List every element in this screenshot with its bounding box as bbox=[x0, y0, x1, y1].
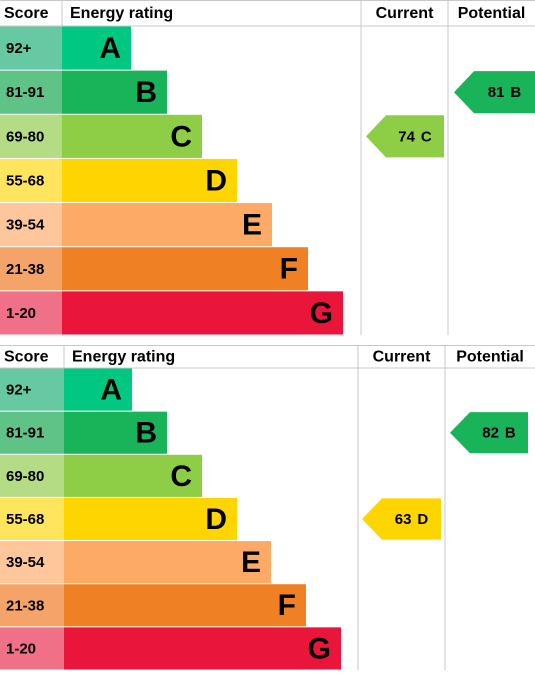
score-cell bbox=[0, 627, 64, 670]
potential-letter: B bbox=[505, 425, 516, 442]
score-label: 39-54 bbox=[6, 554, 45, 571]
column-header: Score bbox=[4, 5, 49, 22]
column-header: Score bbox=[4, 349, 49, 366]
rating-letter: C bbox=[170, 120, 192, 153]
potential-label: 81 B bbox=[488, 84, 522, 101]
rating-letter: D bbox=[205, 164, 227, 197]
column-header: Energy rating bbox=[72, 349, 175, 366]
rating-letter: C bbox=[170, 460, 192, 493]
epc-chart: Score Energy rating Current Potential 92+ A 81… bbox=[0, 0, 535, 335]
score-label: 55-68 bbox=[6, 511, 44, 528]
rating-letter: B bbox=[135, 417, 157, 450]
rating-bar bbox=[62, 26, 131, 70]
score-cell bbox=[0, 291, 62, 335]
column-header: Current bbox=[373, 349, 431, 366]
current-arrow bbox=[366, 115, 444, 158]
rating-letter: G bbox=[310, 297, 333, 330]
rating-bar bbox=[62, 203, 272, 247]
rating-bar bbox=[64, 411, 167, 454]
rating-letter: D bbox=[205, 503, 227, 536]
rating-letter: E bbox=[241, 546, 261, 579]
current-value: 74 bbox=[398, 128, 415, 145]
epc-chart: Score Energy rating Current Potential 92+ A 81… bbox=[0, 345, 535, 670]
score-cell bbox=[0, 411, 64, 454]
score-label: 1-20 bbox=[6, 305, 36, 322]
rating-bar bbox=[62, 114, 202, 158]
rating-bar bbox=[62, 158, 237, 203]
score-cell bbox=[0, 454, 64, 497]
score-cell bbox=[0, 584, 64, 627]
rating-letter: B bbox=[135, 76, 157, 109]
score-cell bbox=[0, 247, 62, 291]
rating-letter: E bbox=[242, 209, 262, 242]
score-cell bbox=[0, 497, 64, 541]
score-label: 81-91 bbox=[6, 84, 44, 101]
score-label: 92+ bbox=[6, 40, 32, 57]
column-header: Energy rating bbox=[70, 5, 173, 22]
score-label: 1-20 bbox=[6, 640, 36, 657]
score-cell bbox=[0, 368, 64, 411]
column-header: Potential bbox=[456, 349, 524, 366]
rating-letter: F bbox=[278, 589, 296, 622]
rating-bar bbox=[62, 291, 343, 335]
score-label: 21-38 bbox=[6, 597, 44, 614]
potential-arrow bbox=[454, 71, 535, 114]
score-cell bbox=[0, 70, 62, 114]
score-label: 69-80 bbox=[6, 128, 44, 145]
score-label: 21-38 bbox=[6, 261, 44, 278]
column-header: Potential bbox=[458, 5, 526, 22]
rating-bar bbox=[64, 627, 341, 670]
score-cell bbox=[0, 158, 62, 203]
potential-label: 82 B bbox=[482, 425, 516, 442]
potential-value: 82 bbox=[482, 425, 499, 442]
rating-letter: A bbox=[100, 373, 122, 406]
potential-value: 81 bbox=[488, 84, 505, 101]
rating-letter: G bbox=[308, 632, 331, 665]
rating-letter: A bbox=[99, 32, 121, 65]
score-cell bbox=[0, 114, 62, 158]
current-letter: D bbox=[417, 511, 428, 528]
rating-bar bbox=[64, 368, 132, 411]
rating-bar bbox=[64, 497, 237, 541]
rating-bar bbox=[62, 247, 308, 291]
rating-bar bbox=[62, 70, 167, 114]
rating-letter: F bbox=[280, 253, 298, 286]
current-arrow bbox=[362, 498, 441, 540]
current-value: 63 bbox=[395, 511, 412, 528]
rating-bar bbox=[64, 454, 202, 497]
score-label: 92+ bbox=[6, 382, 32, 399]
score-cell bbox=[0, 541, 64, 584]
score-label: 55-68 bbox=[6, 172, 44, 189]
score-label: 81-91 bbox=[6, 425, 44, 442]
score-label: 39-54 bbox=[6, 217, 45, 234]
potential-letter: B bbox=[510, 84, 521, 101]
score-label: 69-80 bbox=[6, 468, 44, 485]
rating-bar bbox=[64, 584, 306, 627]
score-cell bbox=[0, 26, 62, 70]
column-header: Current bbox=[376, 5, 434, 22]
score-cell bbox=[0, 203, 62, 247]
current-label: 74 C bbox=[398, 128, 432, 145]
rating-bar bbox=[64, 541, 271, 584]
current-label: 63 D bbox=[395, 511, 429, 528]
current-letter: C bbox=[421, 128, 432, 145]
potential-arrow bbox=[450, 412, 528, 454]
